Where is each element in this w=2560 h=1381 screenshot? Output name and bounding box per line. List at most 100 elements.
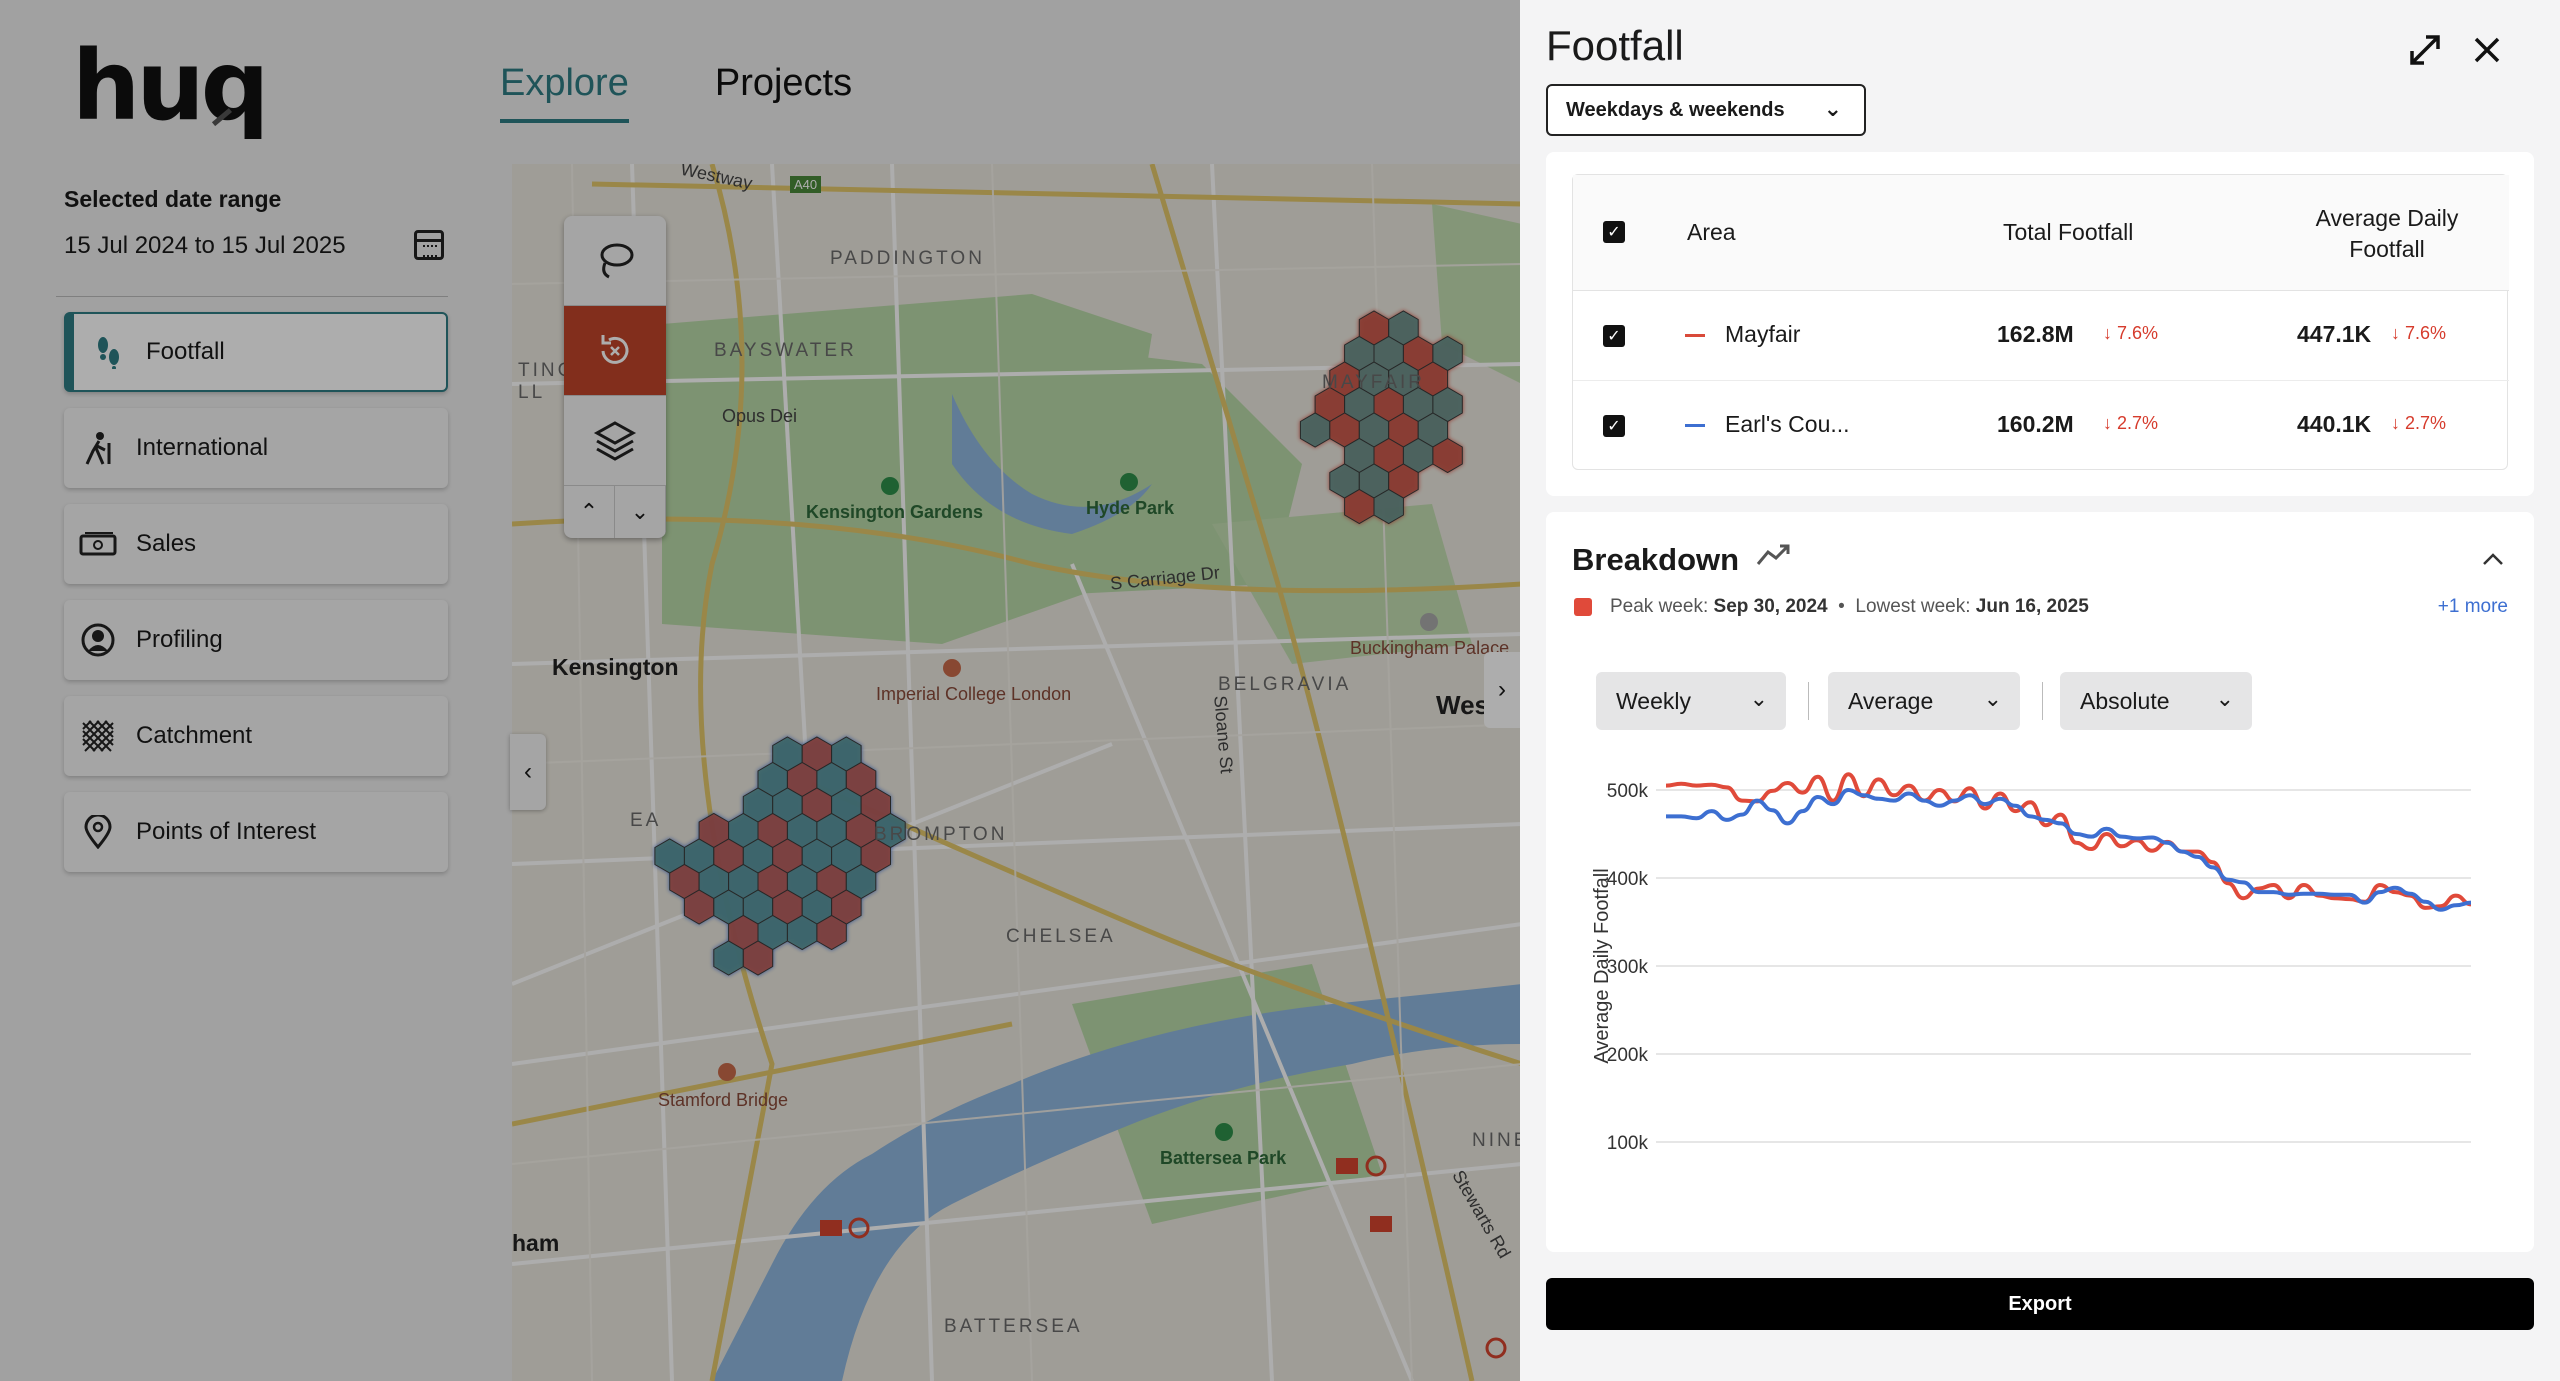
layers-tool-button[interactable] <box>564 396 666 486</box>
map-label-imperial-college: Imperial College London <box>876 684 1072 704</box>
row-total-change: ↓ 2.7% <box>2103 413 2159 433</box>
map-label-hyde-park: Hyde Park <box>1086 498 1175 518</box>
interval-select-value: Weekly <box>1616 687 1691 714</box>
y-tick-label: 300k <box>1607 957 1649 978</box>
header-total-footfall[interactable]: Total Footfall <box>2003 219 2134 245</box>
breakdown-title: Breakdown <box>1572 542 1740 577</box>
select-all-checkbox[interactable]: ✓ <box>1603 221 1625 243</box>
sidebar-menu: Footfall International Sales Profiling C… <box>64 312 448 888</box>
close-icon[interactable] <box>2472 26 2502 76</box>
footfall-table: ✓ Area Total Footfall Average Daily Foot… <box>1572 174 2509 471</box>
series-line-mayfair[interactable] <box>1665 772 2472 910</box>
calendar-icon[interactable] <box>414 230 444 260</box>
earls-court-hex-cluster[interactable] <box>654 736 906 976</box>
peak-week-swatch <box>1574 598 1592 616</box>
chevron-down-icon: ⌄ <box>1983 686 2002 711</box>
peak-week-label: Peak week: <box>1610 596 1709 617</box>
row-area-name: Mayfair <box>1725 321 1801 347</box>
lowest-week-value: Jun 16, 2025 <box>1975 596 2089 617</box>
expand-icon[interactable] <box>2408 32 2442 77</box>
sidebar-item-points-of-interest[interactable]: Points of Interest <box>64 792 448 872</box>
table-row[interactable]: ✓ Earl's Cou... 160.2M ↓ 2.7% 440.1K ↓ 2… <box>1573 381 2509 471</box>
mayfair-hex-cluster[interactable] <box>1299 310 1463 525</box>
map-label-buckingham: Buckingham Palace <box>1350 638 1510 658</box>
sidebar-divider <box>56 296 448 297</box>
hex-cell <box>1373 488 1404 525</box>
sidebar-item-profiling[interactable]: Profiling <box>64 600 448 680</box>
header-area: Area <box>1687 219 1736 245</box>
lowest-week-label: Lowest week: <box>1855 596 1971 617</box>
footsteps-icon <box>88 332 128 372</box>
chevron-up-icon[interactable] <box>2482 542 2504 573</box>
interval-select[interactable]: Weekly ⌄ <box>1596 672 1786 730</box>
reset-tool-button[interactable] <box>564 306 666 396</box>
date-range-value[interactable]: 15 Jul 2024 to 15 Jul 2025 <box>64 232 346 259</box>
series-line-earl-s-court[interactable] <box>1665 788 2472 912</box>
collapse-sidebar-button[interactable]: ‹ <box>510 734 546 810</box>
user-circle-icon <box>78 620 118 660</box>
tube-station-icon <box>820 1155 1507 1359</box>
expand-panel-button[interactable]: › <box>1484 652 1520 728</box>
map-view[interactable]: Westway A40 PADDINGTON BAYSWATER TING LL… <box>512 164 1522 1381</box>
map-pin-icon <box>78 812 118 852</box>
top-navigation: Explore Projects <box>500 62 852 123</box>
summary-separator: • <box>1838 596 1845 617</box>
map-label-battersea: BATTERSEA <box>944 1316 1083 1337</box>
chevron-up-icon[interactable]: ⌃ <box>564 486 615 538</box>
row-checkbox[interactable]: ✓ <box>1603 325 1625 347</box>
sidebar-item-international[interactable]: International <box>64 408 448 488</box>
sidebar-item-label: Sales <box>136 530 197 557</box>
row-checkbox[interactable]: ✓ <box>1603 415 1625 437</box>
sidebar-item-label: Footfall <box>146 338 225 365</box>
map-label-ea: EA <box>630 810 662 831</box>
cash-icon <box>78 524 118 564</box>
mode-select-value: Absolute <box>2080 687 2170 714</box>
header-average-daily-footfall[interactable]: Average Daily Footfall <box>2315 205 2459 262</box>
mode-select[interactable]: Absolute ⌄ <box>2060 672 2252 730</box>
tab-projects[interactable]: Projects <box>714 62 853 104</box>
sidebar-item-footfall[interactable]: Footfall <box>64 312 448 392</box>
y-tick-label: 500k <box>1607 781 1649 802</box>
hex-cell <box>742 940 774 976</box>
lasso-tool-button[interactable] <box>564 216 666 306</box>
period-select-value: Weekdays & weekends <box>1566 98 1785 121</box>
map-label-brompton: BROMPTON <box>874 824 1008 845</box>
period-select[interactable]: Weekdays & weekends ⌄ <box>1546 84 1866 136</box>
y-tick-label: 400k <box>1607 869 1649 890</box>
chevron-down-icon[interactable]: ⌄ <box>615 486 666 538</box>
hex-cell <box>1432 437 1463 474</box>
export-button[interactable]: Export <box>1546 1278 2534 1330</box>
table-header: ✓ Area Total Footfall Average Daily Foot… <box>1573 175 2509 291</box>
map-label-stamford-bridge: Stamford Bridge <box>658 1090 789 1110</box>
y-tick-label: 100k <box>1607 1133 1649 1154</box>
row-average-change: ↓ 2.7% <box>2391 413 2447 433</box>
metric-select[interactable]: Average ⌄ <box>1828 672 2020 730</box>
sidebar-item-label: Profiling <box>136 626 223 653</box>
layers-icon <box>593 420 637 461</box>
hatch-grid-icon <box>78 716 118 756</box>
sidebar-item-label: International <box>136 434 269 461</box>
huq-logo[interactable]: huq <box>72 30 269 142</box>
breakdown-line-chart[interactable]: 500k 400k 300k 200k 100k Average Daily Footfa… <box>1546 762 2534 1252</box>
sidebar-item-sales[interactable]: Sales <box>64 504 448 584</box>
row-total-change: ↓ 7.6% <box>2103 323 2159 343</box>
map-label-belgravia: BELGRAVIA <box>1218 674 1352 695</box>
map-label-chelsea: CHELSEA <box>1006 926 1116 947</box>
row-total-footfall: 162.8M <box>1997 321 2074 347</box>
row-area-name: Earl's Cou... <box>1725 411 1850 437</box>
sidebar-item-catchment[interactable]: Catchment <box>64 696 448 776</box>
tab-explore[interactable]: Explore <box>500 62 629 123</box>
map-label-battersea-park: Battersea Park <box>1160 1148 1287 1168</box>
y-axis-label: Average Daily Footfall <box>1591 868 1613 1063</box>
chevron-down-icon: ⌄ <box>1823 96 1842 121</box>
table-row[interactable]: ✓ Mayfair 162.8M ↓ 7.6% 447.1K ↓ 7.6% <box>1573 291 2509 381</box>
reset-icon <box>601 334 629 364</box>
more-link[interactable]: +1 more <box>2437 596 2508 617</box>
map-label-a40: A40 <box>790 176 822 193</box>
park-marker-icon <box>718 473 1438 1141</box>
y-tick-label: 200k <box>1607 1045 1649 1066</box>
footfall-panel: Footfall Weekdays & weekends ⌄ ✓ Area To… <box>1520 0 2560 1381</box>
walking-person-icon <box>78 428 118 468</box>
map-basemap <box>512 164 1522 1381</box>
